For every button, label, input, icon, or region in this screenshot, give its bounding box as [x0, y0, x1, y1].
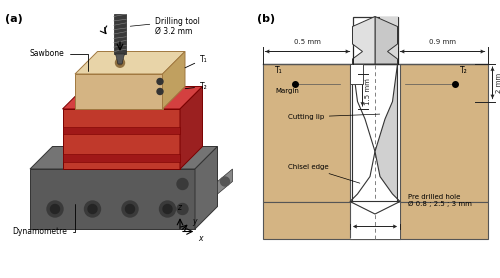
Polygon shape [195, 147, 218, 229]
Text: 0.5 mm: 0.5 mm [294, 39, 321, 45]
Polygon shape [350, 64, 375, 202]
Polygon shape [262, 64, 350, 202]
Polygon shape [62, 126, 180, 134]
Circle shape [126, 205, 134, 214]
Text: Sawbone: Sawbone [30, 49, 88, 71]
Text: 2 mm: 2 mm [496, 73, 500, 93]
Polygon shape [114, 14, 126, 54]
Polygon shape [350, 64, 362, 84]
Polygon shape [30, 169, 195, 229]
Circle shape [88, 205, 97, 214]
Circle shape [157, 88, 163, 95]
Text: Drilling tool
Ø 3.2 mm: Drilling tool Ø 3.2 mm [155, 16, 200, 36]
Polygon shape [352, 16, 398, 64]
Polygon shape [116, 54, 124, 64]
Text: Pre drilled hole
Ø 0.8 ; 2.5 ; 3 mm: Pre drilled hole Ø 0.8 ; 2.5 ; 3 mm [408, 194, 472, 207]
Circle shape [47, 201, 63, 217]
Circle shape [157, 78, 163, 85]
Text: Chisel edge: Chisel edge [288, 164, 360, 183]
Polygon shape [75, 51, 185, 74]
Polygon shape [62, 154, 180, 162]
Polygon shape [375, 64, 400, 202]
Text: 1.5 mm: 1.5 mm [364, 78, 370, 105]
Polygon shape [30, 147, 218, 169]
Circle shape [177, 178, 188, 190]
Text: y: y [192, 217, 197, 226]
Polygon shape [400, 64, 488, 202]
Circle shape [220, 177, 230, 186]
Polygon shape [62, 109, 180, 169]
Circle shape [122, 201, 138, 217]
Polygon shape [218, 169, 232, 194]
Text: Margin: Margin [275, 88, 299, 95]
Circle shape [118, 61, 122, 65]
Polygon shape [350, 202, 400, 239]
Text: (a): (a) [5, 14, 23, 24]
Polygon shape [75, 74, 162, 109]
Polygon shape [162, 51, 185, 109]
Text: Dynamometre: Dynamometre [12, 204, 75, 236]
Circle shape [163, 205, 172, 214]
Polygon shape [350, 202, 400, 214]
Text: T₁: T₁ [185, 54, 208, 68]
Text: z: z [177, 203, 181, 212]
Circle shape [177, 203, 188, 215]
Polygon shape [375, 16, 398, 64]
Polygon shape [180, 86, 203, 169]
Text: x: x [198, 234, 203, 243]
Polygon shape [350, 202, 400, 239]
Circle shape [70, 155, 75, 161]
Circle shape [182, 155, 188, 161]
Polygon shape [380, 16, 398, 64]
Text: T₁: T₁ [275, 66, 282, 75]
Text: (b): (b) [258, 14, 276, 24]
Circle shape [107, 155, 113, 161]
Text: T₂: T₂ [460, 66, 468, 75]
Circle shape [160, 201, 176, 217]
Circle shape [84, 201, 100, 217]
Text: Cutting lip: Cutting lip [288, 114, 380, 120]
Text: 0.9 mm: 0.9 mm [429, 39, 456, 45]
Polygon shape [352, 16, 375, 64]
Polygon shape [62, 86, 202, 109]
Circle shape [144, 155, 150, 161]
Circle shape [50, 205, 59, 214]
Polygon shape [262, 202, 488, 239]
Circle shape [116, 58, 124, 67]
Text: T₂: T₂ [186, 82, 208, 91]
